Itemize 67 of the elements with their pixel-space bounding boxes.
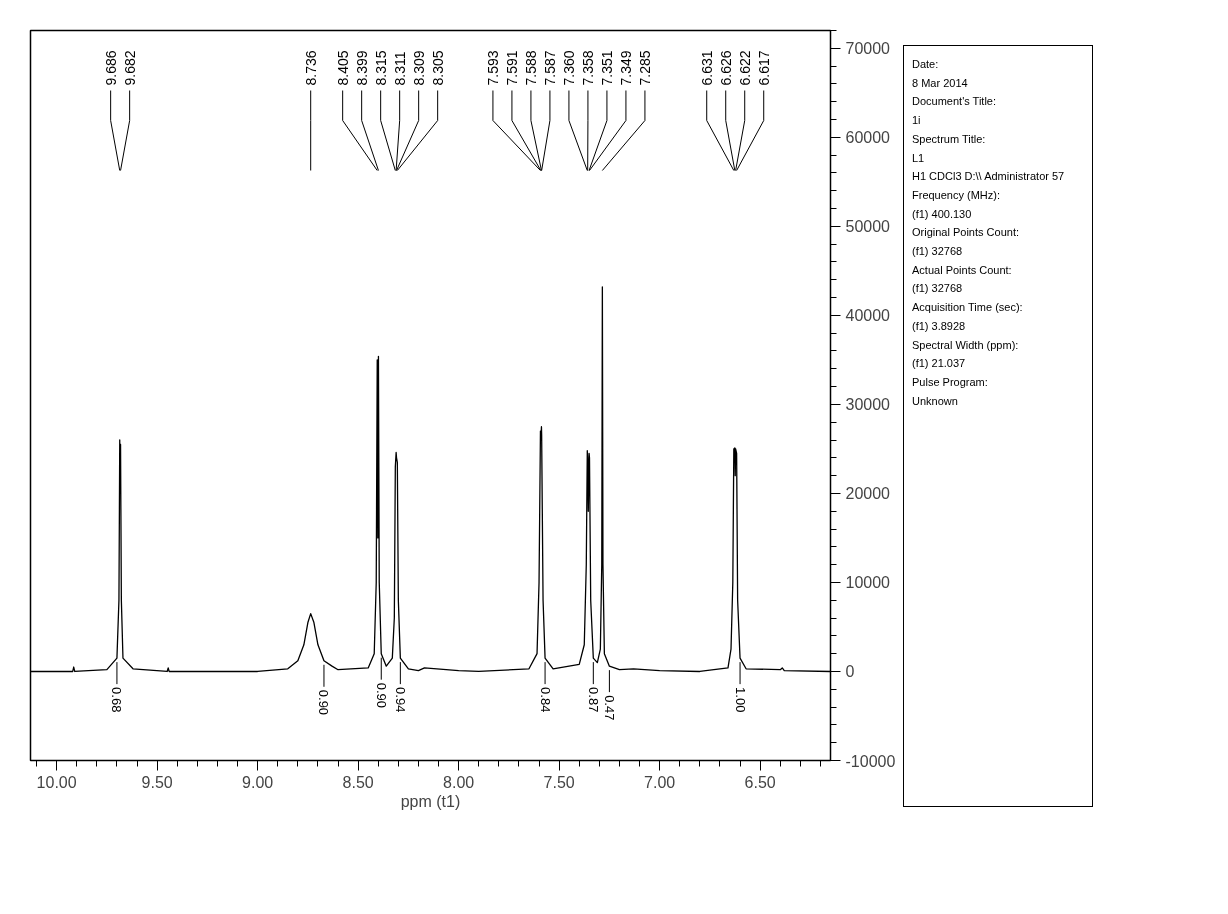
y-tick-label: 40000 <box>845 307 891 325</box>
annotation: 7.587 <box>541 50 558 86</box>
annotation: 0.90 <box>316 689 332 716</box>
y-tick-label: 70000 <box>845 40 891 58</box>
annotation: 0.90 <box>373 682 389 708</box>
annotation: 0.47 <box>601 695 617 721</box>
text: Unknown <box>912 393 959 409</box>
text: Date: <box>912 57 940 72</box>
annotation: 6.631 <box>698 50 715 86</box>
text: Spectrum Title: <box>912 131 987 147</box>
annotation: 6.622 <box>736 50 753 86</box>
annotation: 7.285 <box>636 50 653 86</box>
text: L1 <box>912 150 926 166</box>
text: Pulse Program: <box>912 374 989 390</box>
annotation: 8.315 <box>372 50 389 86</box>
text: (f1) 400.130 <box>912 206 973 222</box>
annotation: 7.349 <box>617 50 634 86</box>
annotation: 7.351 <box>598 50 615 86</box>
annotation: 8.309 <box>410 50 427 86</box>
y-tick-label: -10000 <box>845 752 896 770</box>
annotation: 9.686 <box>102 50 119 86</box>
y-tick-label: 20000 <box>845 485 891 503</box>
annotation: 8.399 <box>353 50 370 86</box>
text: (f1) 3.8928 <box>912 318 967 334</box>
x-tick-label: 9.50 <box>141 773 173 791</box>
annotation: 7.593 <box>484 50 501 86</box>
annotation: 0.94 <box>392 687 408 713</box>
text: Original Points Count: <box>912 225 1020 241</box>
x-tick-label: 8.00 <box>443 773 475 791</box>
annotation: 8.305 <box>429 50 446 86</box>
annotation: 6.626 <box>717 50 734 86</box>
y-tick-label: 60000 <box>845 129 891 147</box>
annotation: 9.682 <box>121 50 138 86</box>
annotation: 0.87 <box>585 687 601 713</box>
x-tick-label: 6.50 <box>744 773 776 791</box>
annotation: 6.617 <box>755 50 772 86</box>
x-tick-label: 8.50 <box>342 773 374 791</box>
x-tick-label: 7.00 <box>644 773 676 791</box>
text: (f1) 21.037 <box>912 356 967 372</box>
y-tick-label: 0 <box>845 663 855 681</box>
x-axis-title: ppm (t1) <box>400 792 461 810</box>
x-tick-label: 10.00 <box>36 773 77 791</box>
annotation: 7.588 <box>522 50 539 86</box>
text: (f1) 32768 <box>912 281 964 297</box>
annotation: 8.736 <box>302 50 319 86</box>
annotation: 7.591 <box>503 50 520 86</box>
text: Actual Points Count: <box>912 262 1013 278</box>
text: 1i <box>912 113 922 129</box>
annotation: 8.405 <box>334 50 351 86</box>
annotation: 0.68 <box>109 687 125 713</box>
x-tick-label: 7.50 <box>543 773 575 791</box>
text: Spectral Width (ppm): <box>912 337 1020 353</box>
annotation: 7.358 <box>579 50 596 86</box>
annotation: 8.311 <box>391 51 408 86</box>
text: (f1) 32768 <box>912 244 964 260</box>
annotation: 0.84 <box>537 687 553 713</box>
y-tick-label: 10000 <box>845 574 891 592</box>
text: Acquisition Time (sec): <box>912 300 1024 316</box>
annotation: 7.360 <box>560 50 577 86</box>
y-tick-label: 30000 <box>845 396 891 414</box>
text: H1 CDCl3 D:\\ Administrator 57 <box>912 169 1065 185</box>
text: Document's Title: <box>912 94 998 110</box>
text: Frequency (MHz): <box>912 187 1002 203</box>
y-tick-label: 50000 <box>845 218 891 236</box>
x-tick-label: 9.00 <box>242 773 274 791</box>
annotation: 1.00 <box>732 687 748 713</box>
text: 8 Mar 2014 <box>912 75 969 91</box>
